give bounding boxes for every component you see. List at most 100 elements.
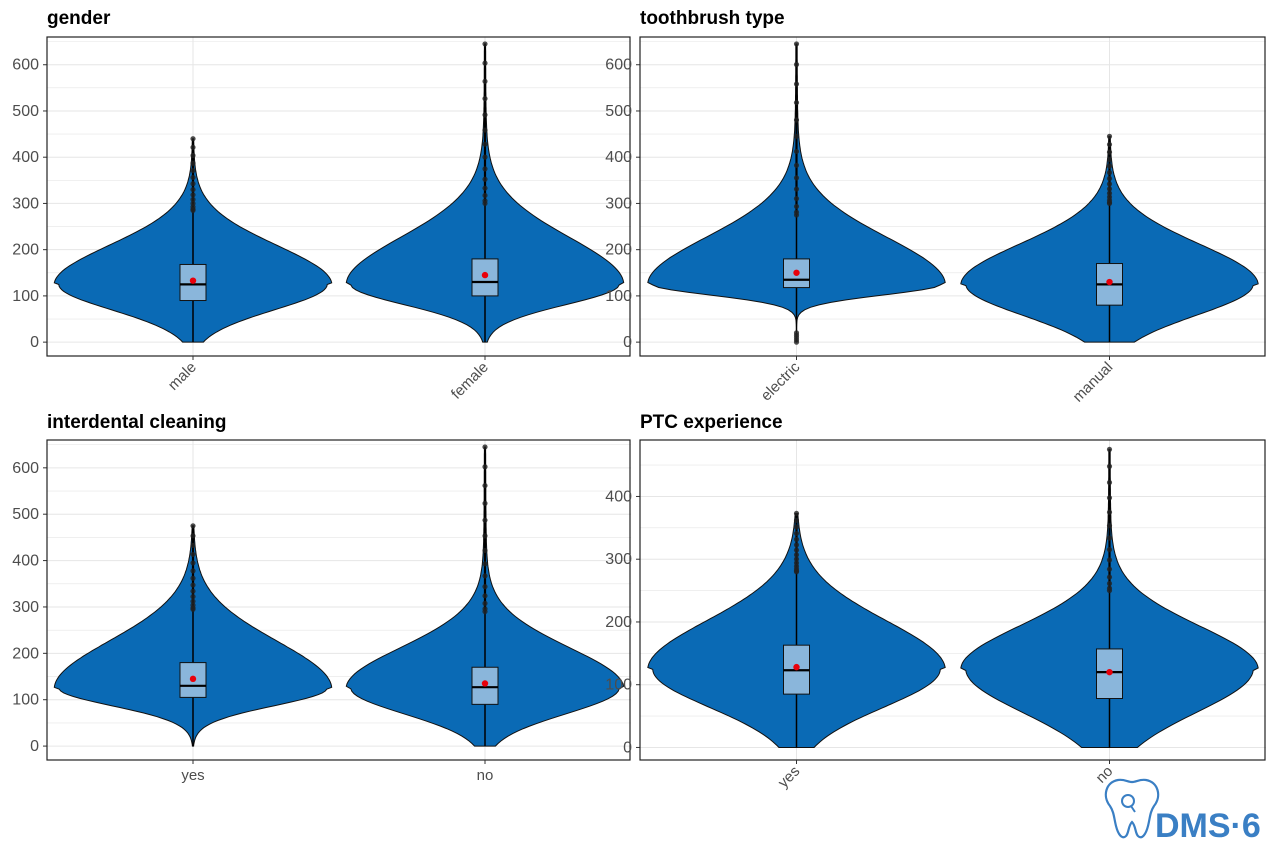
y-tick-label: 600 [605, 57, 632, 74]
outlier-point [190, 160, 196, 166]
outlier-point [190, 551, 196, 558]
outlier-point [1106, 523, 1113, 529]
outlier-point [482, 600, 488, 606]
violin-no [960, 446, 1259, 748]
y-tick-label: 100 [605, 677, 632, 694]
chart-panel-2: toothbrush type 0 100 200 300 400 500 600 electr… [605, 8, 1266, 406]
outlier-point [190, 167, 196, 174]
outlier-point [190, 568, 196, 574]
outlier-point [190, 594, 196, 600]
y-tick-label: 400 [12, 553, 39, 570]
outlier-point [190, 196, 196, 203]
outlier-point [1106, 535, 1113, 541]
outlier-point [482, 192, 488, 199]
outlier-point [482, 176, 488, 182]
mean-point [189, 277, 197, 284]
x-tick-label: manual [1070, 359, 1117, 406]
violin-male [53, 136, 333, 343]
outlier-point [190, 200, 196, 207]
violin-female [345, 41, 625, 343]
outlier-point [1106, 479, 1113, 486]
outlier-point [793, 536, 800, 542]
y-tick-label: 300 [12, 195, 39, 212]
outlier-point [793, 99, 800, 106]
outlier-point [482, 112, 488, 118]
outlier-point [482, 533, 488, 539]
outlier-point [482, 573, 488, 579]
magnifier-handle [1130, 805, 1136, 813]
violin-manual [960, 133, 1259, 343]
mean-point [1106, 278, 1113, 286]
outlier-point [190, 144, 196, 150]
outlier-point [482, 444, 488, 450]
mean-point [1106, 668, 1113, 676]
outlier-point [1106, 181, 1113, 187]
outlier-point [482, 561, 488, 567]
x-tick-label: electric [758, 358, 804, 404]
y-tick-label: 200 [12, 645, 39, 662]
y-tick-label: 0 [30, 334, 39, 351]
outlier-point [1106, 585, 1113, 591]
violin-no [345, 444, 625, 747]
outlier-point [482, 198, 488, 204]
violin-electric [647, 41, 946, 345]
outlier-point [793, 552, 800, 558]
outlier-point [190, 588, 196, 594]
x-tick-label: male [165, 359, 200, 394]
outlier-point [190, 602, 196, 608]
y-tick-label: 300 [12, 599, 39, 616]
y-tick-label: 300 [605, 551, 632, 568]
panel-frame [46, 36, 631, 357]
outlier-point [190, 598, 196, 604]
y-tick-label: 300 [605, 195, 632, 212]
outlier-point [1106, 566, 1113, 572]
outlier-point [482, 78, 488, 84]
violin-yes [53, 523, 333, 747]
outlier-point [1106, 141, 1113, 148]
chart-panel-1: gender 0 100 200 300 400 500 600 male female [12, 8, 631, 403]
y-tick-label: 100 [12, 288, 39, 305]
outlier-point [793, 148, 800, 155]
outlier-point [793, 524, 800, 530]
mean-point [793, 663, 800, 671]
outlier-point [190, 582, 196, 588]
outlier-point [793, 556, 800, 562]
outlier-point [1106, 194, 1113, 200]
mean-point [793, 269, 800, 276]
outlier-point [482, 96, 488, 102]
outlier-point [793, 530, 800, 537]
outlier-point [482, 41, 488, 47]
outlier-point [190, 181, 196, 187]
outlier-point [482, 166, 488, 172]
outlier-point [482, 127, 488, 133]
outlier-point [793, 175, 800, 181]
outlier-point [190, 152, 196, 159]
outlier-point [793, 133, 800, 139]
outlier-point [793, 517, 800, 524]
outlier-point [1106, 574, 1113, 580]
outlier-point [1106, 186, 1113, 192]
panel-frame [46, 439, 631, 761]
mean-point [481, 271, 489, 279]
x-tick-label: female [448, 359, 492, 403]
outlier-point [482, 482, 488, 489]
y-tick-label: 400 [605, 488, 632, 505]
mean-point [481, 680, 489, 687]
outlier-point [793, 209, 800, 215]
outlier-point [1106, 175, 1113, 182]
outlier-point [482, 517, 488, 523]
outlier-point [793, 162, 800, 168]
outlier-point [482, 154, 488, 160]
outlier-point [1106, 170, 1113, 176]
outlier-point [482, 464, 488, 470]
outlier-point [1106, 163, 1113, 169]
panel-title: interdental cleaning [47, 412, 226, 433]
x-tick-label: no [477, 767, 494, 784]
panel-title: toothbrush type [640, 8, 785, 29]
outlier-point [190, 523, 196, 529]
y-tick-label: 200 [605, 242, 632, 259]
outlier-point [190, 575, 196, 581]
y-tick-label: 100 [12, 692, 39, 709]
y-tick-label: 500 [605, 103, 632, 120]
